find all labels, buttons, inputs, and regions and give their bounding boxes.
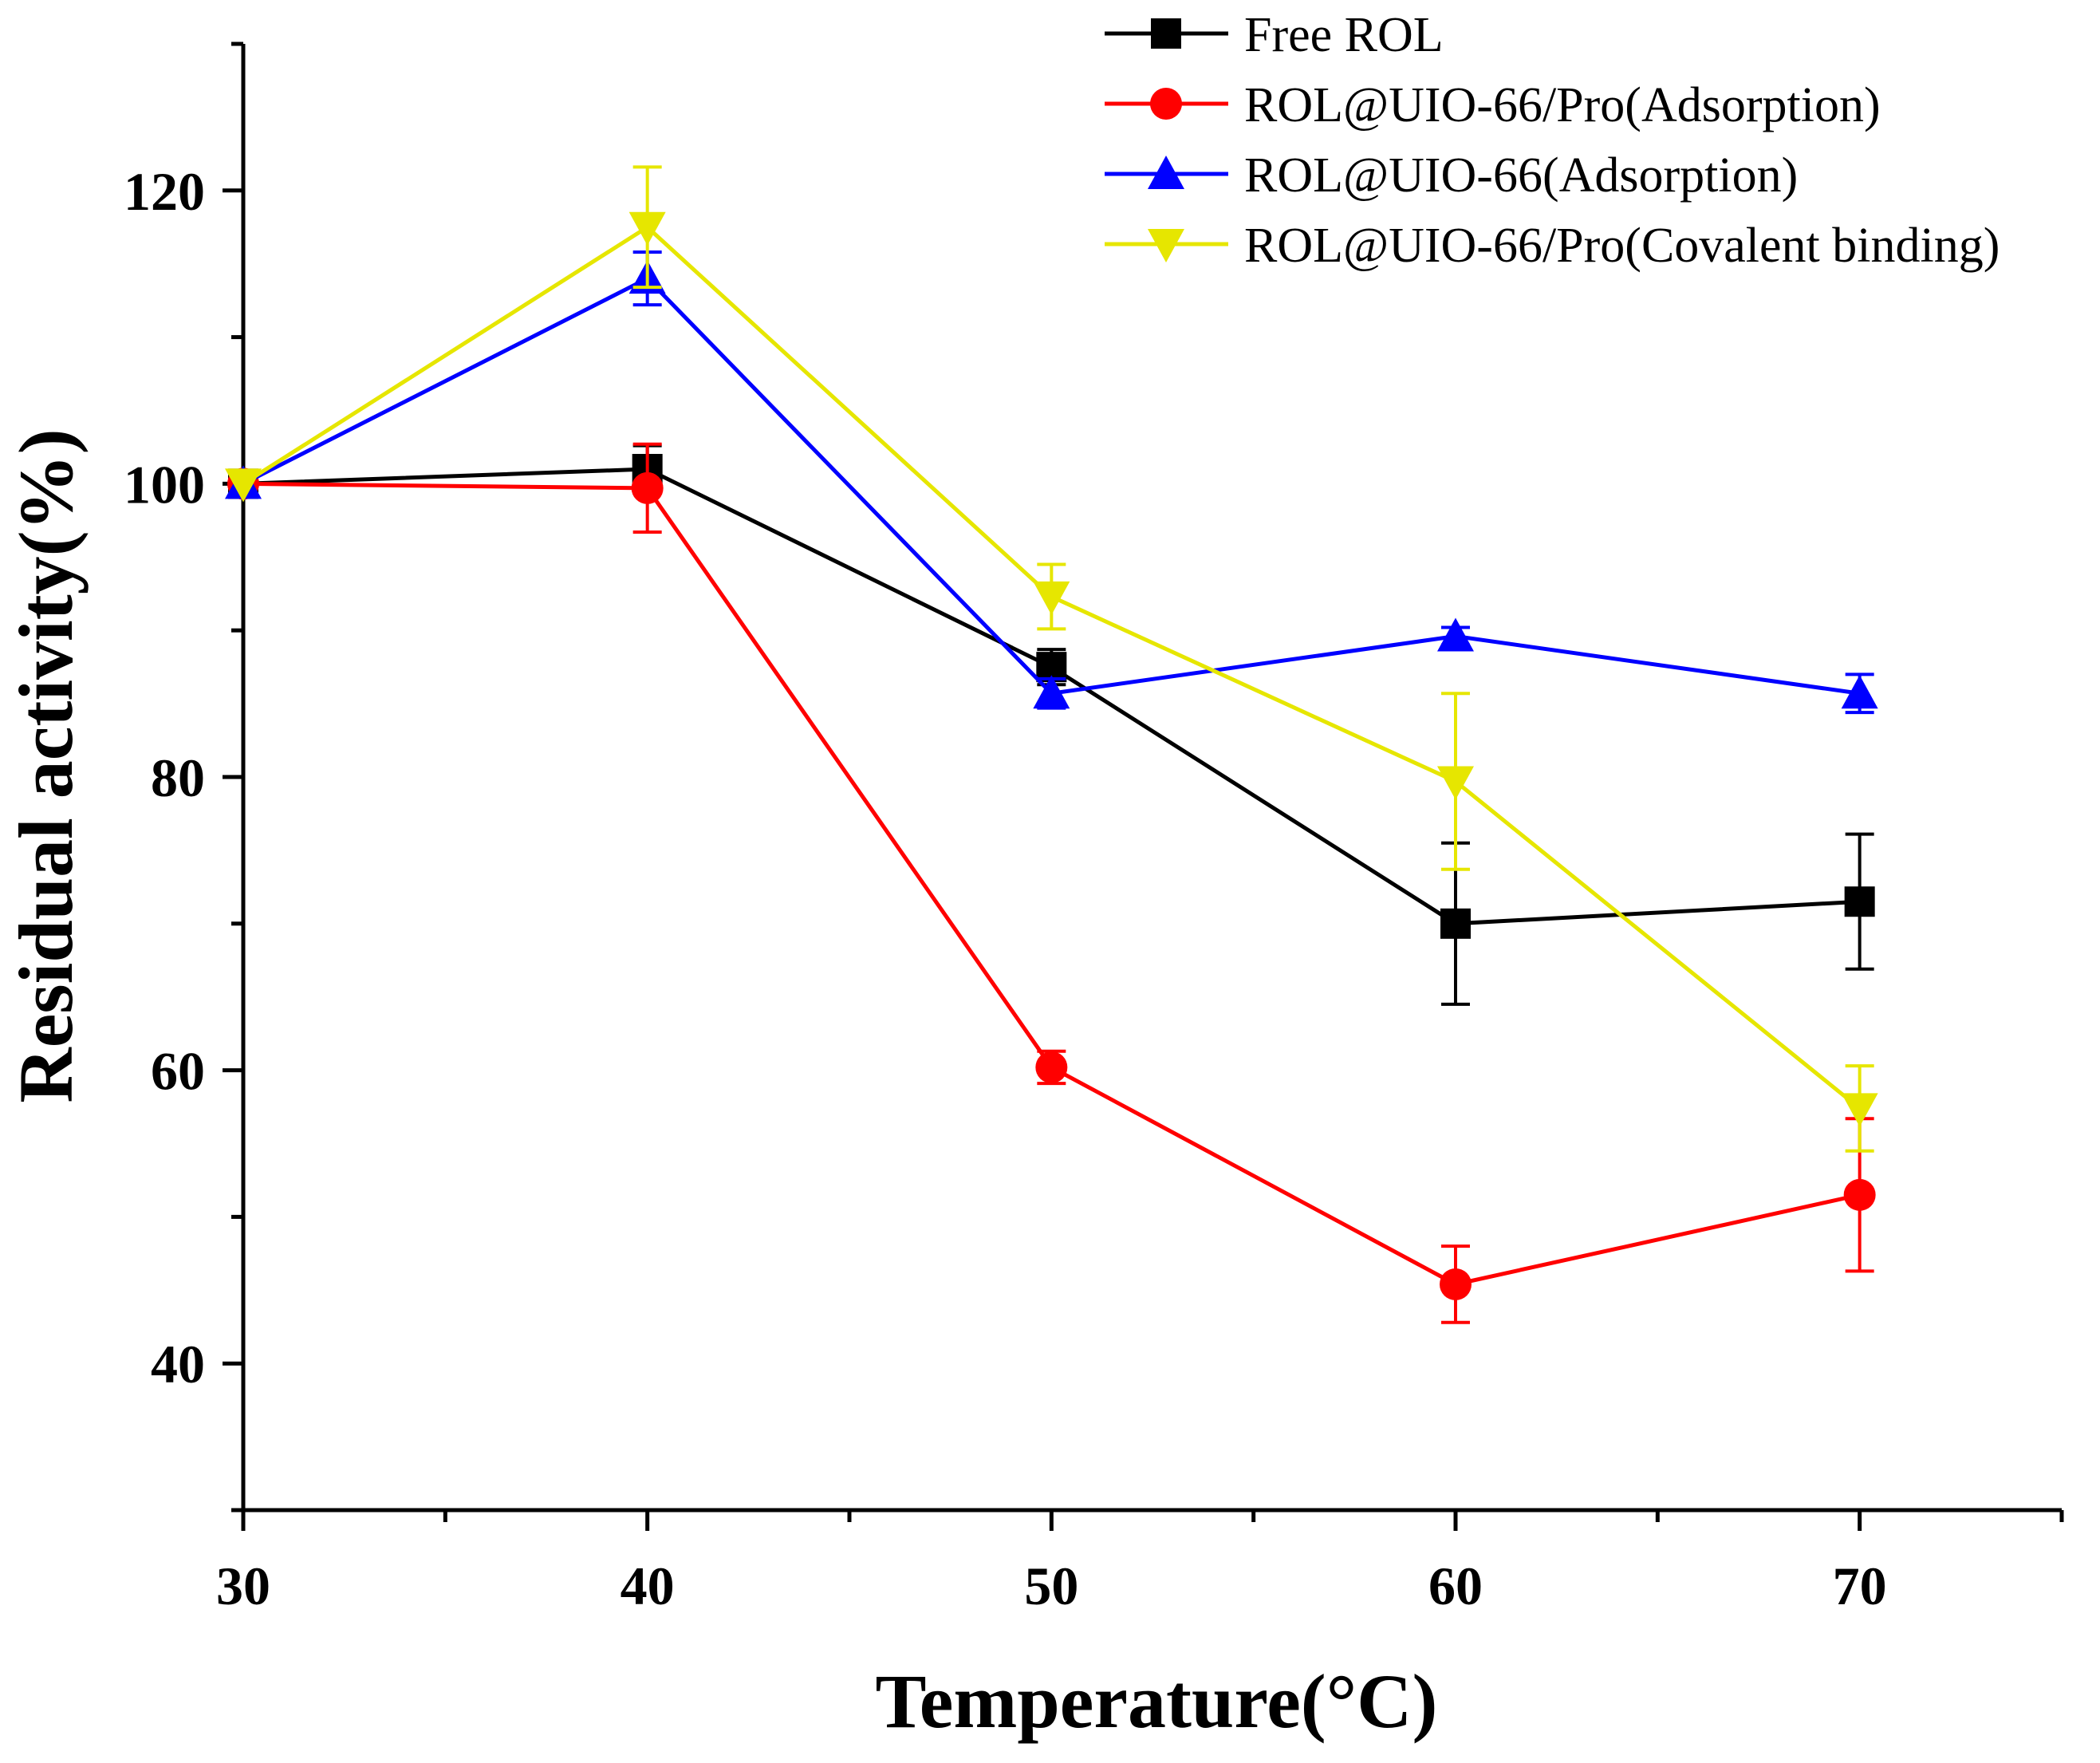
data-point [225,468,262,503]
legend-marker [1151,18,1181,49]
legend-label: Free ROL [1244,8,1444,62]
legend-entry: Free ROL [1105,8,1444,62]
legend-label: ROL@UIO-66(Adsorption) [1244,148,1798,203]
data-point [1033,675,1070,709]
legend-marker [1150,88,1182,120]
x-tick-label: 70 [1833,1556,1887,1616]
data-point [1440,908,1471,939]
series-2 [225,250,1878,715]
data-point [1841,675,1878,709]
y-axis-title: Residual activity(%) [3,428,89,1102]
y-tick-label: 100 [124,454,205,515]
legend-entry: ROL@UIO-66/Pro(Covalent binding) [1105,219,2000,273]
data-point [1033,581,1070,615]
axis-ticks: 30 40 50 60 70 40 60 80 100 120 [124,41,2064,1616]
data-point [1843,1178,1876,1211]
legend-label: ROL@UIO-66/Pro(Covalent binding) [1244,219,2000,273]
y-tick-label: 80 [151,747,205,808]
y-tick-label: 60 [151,1041,205,1102]
legend-entry: ROL@UIO-66/Pro(Adsorption) [1105,78,1881,132]
y-tick-label: 120 [124,161,205,222]
data-point [1035,1051,1068,1083]
x-tick-label: 50 [1024,1556,1078,1616]
legend-entry: ROL@UIO-66(Adsorption) [1105,148,1798,203]
data-point [1844,886,1875,917]
x-tick-label: 40 [621,1556,675,1616]
legend-label: ROL@UIO-66/Pro(Adsorption) [1244,78,1881,132]
y-tick-label: 40 [151,1334,205,1394]
legend-marker [1148,156,1184,189]
data-point [1440,1268,1472,1300]
data-point [631,471,664,504]
data-point [1437,617,1474,652]
x-axis-title: Temperature(°C) [876,1658,1438,1744]
x-tick-label: 60 [1428,1556,1483,1616]
data-point [1437,766,1474,800]
legend: Free ROL ROL@UIO-66/Pro(Adsorption) ROL@UI… [1105,8,2000,273]
x-tick-label: 30 [216,1556,270,1616]
series-3 [225,165,1878,1153]
series-layer [225,165,1878,1324]
data-point [628,211,666,246]
legend-marker [1148,229,1184,262]
data-point [1841,1093,1878,1127]
